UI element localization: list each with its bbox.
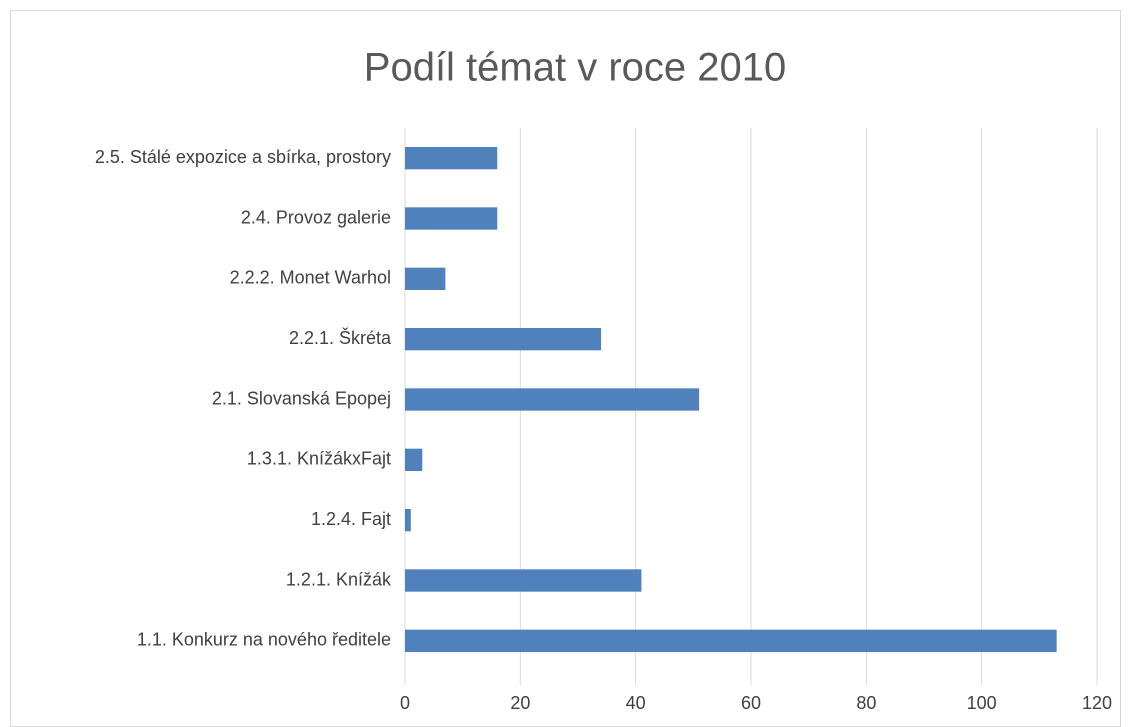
x-tick-label: 80 <box>856 693 876 713</box>
y-tick-label: 1.2.1. Knížák <box>286 569 392 589</box>
bar <box>405 267 446 290</box>
y-tick-label: 2.1. Slovanská Epopej <box>212 388 391 408</box>
x-tick-label: 20 <box>510 693 530 713</box>
bar <box>405 388 700 411</box>
bar <box>405 147 498 170</box>
bar <box>405 448 423 471</box>
chart-title: Podíl témat v roce 2010 <box>364 46 786 90</box>
y-tick-label: 1.3.1. KnížákxFajt <box>247 449 391 469</box>
y-tick-label: 2.2.2. Monet Warhol <box>230 268 391 288</box>
x-tick-label: 60 <box>741 693 761 713</box>
bar <box>405 569 642 592</box>
y-tick-label: 1.1. Konkurz na nového ředitele <box>137 630 391 650</box>
y-tick-label: 2.4. Provoz galerie <box>241 207 391 227</box>
x-tick-label: 40 <box>626 693 646 713</box>
x-tick-label: 120 <box>1082 693 1112 713</box>
y-tick-label: 2.5. Stálé expozice a sbírka, prostory <box>95 147 391 167</box>
x-tick-label: 0 <box>400 693 410 713</box>
bar <box>405 509 411 532</box>
bar <box>405 207 498 230</box>
y-tick-label: 2.2.1. Škréta <box>289 327 392 348</box>
y-tick-label: 1.2.4. Fajt <box>311 509 391 529</box>
bar <box>405 328 602 351</box>
chart-border <box>10 10 1121 727</box>
bar <box>405 629 1057 652</box>
x-tick-label: 100 <box>967 693 997 713</box>
